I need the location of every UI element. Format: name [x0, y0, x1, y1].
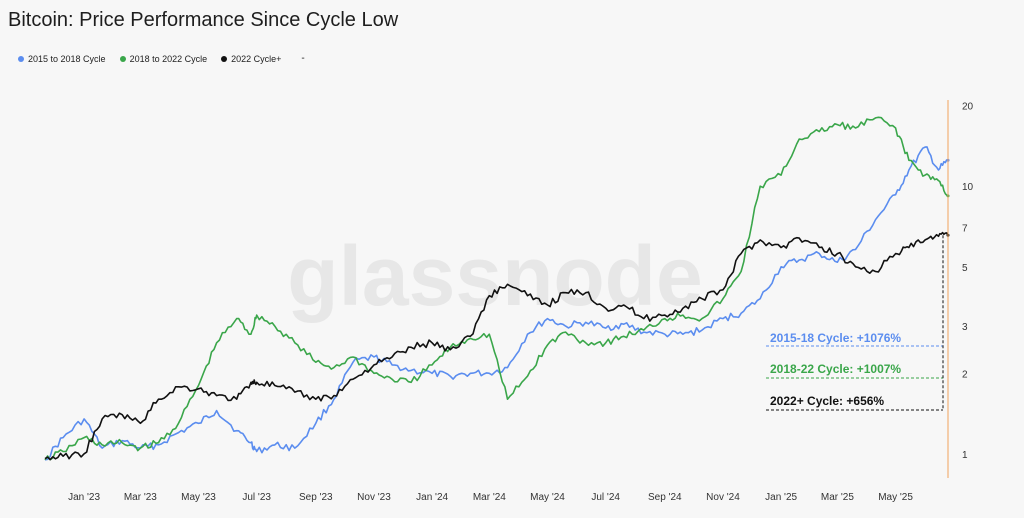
legend-label: 2015 to 2018 Cycle — [28, 53, 106, 64]
x-tick-label: Nov '24 — [706, 492, 740, 503]
y-tick-label: 7 — [962, 224, 968, 235]
y-tick-label: 10 — [962, 182, 974, 193]
series-2018-2022-line — [44, 116, 949, 461]
legend-label: 2018 to 2022 Cycle — [129, 53, 208, 64]
legend-item-2018-2022[interactable]: 2018 to 2022 Cycle — [119, 53, 208, 64]
x-tick-label: Mar '23 — [124, 492, 157, 503]
x-tick-label: Jul '24 — [591, 492, 620, 503]
legend-extra: - — [301, 53, 305, 64]
x-tick-label: Jan '23 — [68, 492, 100, 503]
legend-dot-icon — [221, 55, 228, 62]
y-tick-label: 1 — [962, 450, 968, 461]
x-tick-label: May '24 — [530, 492, 565, 503]
legend-item-2015-2018[interactable]: 2015 to 2018 Cycle — [18, 54, 106, 64]
annotation-2022-plus: 2022+ Cycle: +656% — [770, 394, 885, 408]
page-title: Bitcoin: Price Performance Since Cycle L… — [8, 9, 399, 31]
legend: 2015 to 2018 Cycle 2018 to 2022 Cycle 20… — [18, 53, 305, 64]
x-tick-label: May '23 — [181, 492, 216, 503]
x-tick-label: Jul '23 — [242, 492, 271, 503]
x-tick-label: Nov '23 — [357, 492, 391, 503]
legend-dot-icon — [18, 55, 24, 62]
annotation-2018-22: 2018-22 Cycle: +1007% — [770, 362, 902, 376]
x-tick-label: Mar '24 — [473, 492, 506, 503]
y-tick-label: 5 — [962, 263, 968, 274]
watermark: glassnode — [287, 229, 702, 323]
x-tick-label: Mar '25 — [821, 492, 854, 503]
x-tick-label: Jan '24 — [416, 492, 448, 503]
x-tick-label: Sep '23 — [299, 492, 333, 503]
y-tick-label: 2 — [962, 369, 968, 380]
y-tick-label: 20 — [962, 102, 974, 113]
x-tick-label: Sep '24 — [648, 492, 682, 503]
series-2022-plus-line — [44, 231, 949, 461]
legend-item-2022-plus[interactable]: 2022 Cycle+ — [221, 54, 281, 64]
series-2015-2018-line — [44, 146, 949, 461]
y-tick-label: 3 — [962, 322, 968, 333]
x-tick-label: Jan '25 — [765, 492, 797, 503]
x-tick-label: May '25 — [878, 492, 913, 503]
legend-label: 2022 Cycle+ — [231, 53, 282, 64]
legend-dot-icon — [119, 55, 126, 62]
annotation-2015-18: 2015-18 Cycle: +1076% — [770, 331, 902, 345]
